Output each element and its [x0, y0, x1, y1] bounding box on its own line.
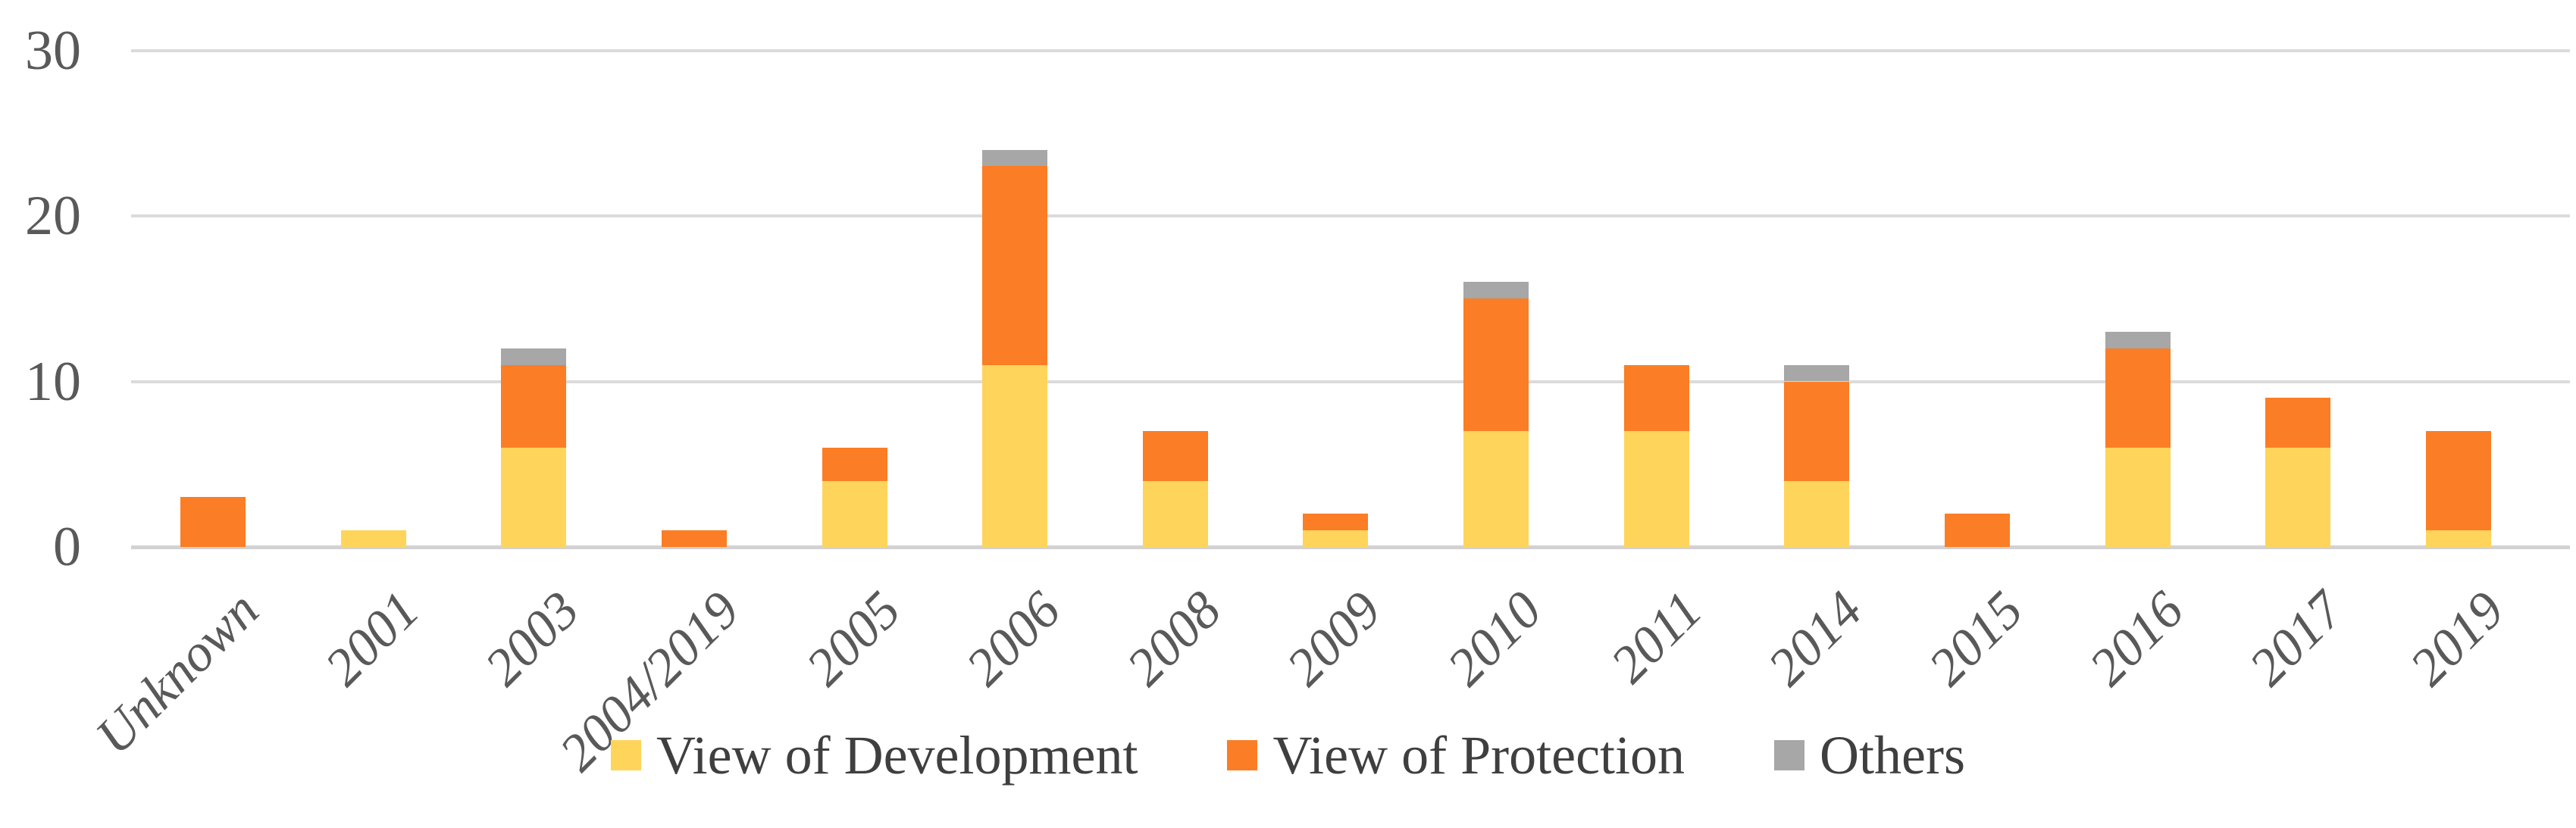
bar-segment-view-of-protection: [2265, 398, 2331, 448]
bar-segment-others: [501, 348, 567, 365]
x-axis-category-label: 2019: [2399, 580, 2516, 698]
y-axis-tick-label: 10: [25, 350, 81, 413]
y-gridline: [131, 48, 2570, 52]
bar-segment-view-of-development: [2105, 447, 2171, 547]
x-axis-category-label: 2016: [2078, 580, 2195, 698]
bar-segment-view-of-protection: [1784, 381, 1850, 481]
legend-label-others: Others: [1820, 725, 1965, 786]
legend-swatch-view-of-protection-icon: [1227, 740, 1258, 770]
bar-segment-view-of-protection: [1945, 514, 2011, 547]
bar-segment-view-of-protection: [822, 447, 887, 481]
bar-segment-others: [982, 149, 1048, 167]
y-axis-tick-label: 0: [53, 516, 81, 578]
bar-segment-view-of-development: [822, 480, 887, 547]
bar-segment-view-of-protection: [180, 497, 246, 547]
y-gridline: [131, 214, 2570, 217]
bar-segment-view-of-development: [1623, 431, 1689, 547]
y-axis-tick-label: 30: [25, 19, 81, 82]
bar-segment-view-of-protection: [661, 530, 727, 547]
bar-segment-view-of-protection: [1142, 431, 1208, 481]
legend-swatch-view-of-development-icon: [611, 740, 641, 770]
bar-segment-view-of-protection: [982, 166, 1048, 365]
bar-segment-others: [2105, 331, 2171, 348]
x-axis-category-label: 2005: [795, 580, 912, 698]
x-axis-category-label: 2017: [2238, 580, 2355, 698]
x-axis-line: [131, 545, 2570, 549]
y-gridline: [131, 380, 2570, 383]
legend-item-view-of-development: View of Development: [611, 725, 1138, 786]
bar-segment-view-of-development: [2265, 447, 2331, 547]
bar-segment-view-of-development: [982, 364, 1048, 547]
bar-segment-view-of-development: [1784, 480, 1850, 547]
bar-segment-others: [1463, 282, 1529, 299]
legend-label-view-of-protection: View of Protection: [1272, 725, 1686, 786]
bar-segment-view-of-development: [501, 447, 567, 547]
legend-label-view-of-development: View of Development: [656, 725, 1138, 786]
bar-segment-view-of-development: [1303, 530, 1369, 547]
legend-item-view-of-protection: View of Protection: [1227, 725, 1685, 786]
x-axis-category-label: 2015: [1917, 580, 2035, 698]
x-axis-category-label: 2009: [1276, 580, 1393, 698]
bar-segment-view-of-protection: [2105, 348, 2171, 448]
legend-swatch-others-icon: [1774, 740, 1805, 770]
x-axis-category-label: 2011: [1600, 580, 1714, 695]
bar-segment-view-of-protection: [2425, 431, 2491, 531]
bar-segment-view-of-protection: [1303, 514, 1369, 531]
x-axis-category-label: 2014: [1757, 580, 1874, 698]
bar-segment-view-of-development: [1463, 431, 1529, 547]
legend-item-others: Others: [1774, 725, 1965, 786]
bar-segment-view-of-protection: [501, 364, 567, 448]
x-axis-category-label: 2001: [314, 580, 430, 698]
y-axis-tick-label: 20: [25, 185, 81, 247]
chart-legend: View of Development View of Protection O…: [0, 721, 2576, 789]
bar-segment-view-of-protection: [1463, 298, 1529, 432]
bar-segment-view-of-development: [340, 530, 406, 547]
bar-segment-others: [1784, 364, 1850, 382]
x-axis-category-label: 2010: [1436, 580, 1554, 698]
bar-segment-view-of-development: [2425, 530, 2491, 547]
x-axis-category-label: 2008: [1116, 580, 1232, 698]
bar-segment-view-of-development: [1142, 480, 1208, 547]
bar-segment-view-of-protection: [1623, 364, 1689, 432]
x-axis-category-label: 2006: [955, 580, 1072, 698]
x-axis-category-label: 2003: [474, 580, 591, 698]
